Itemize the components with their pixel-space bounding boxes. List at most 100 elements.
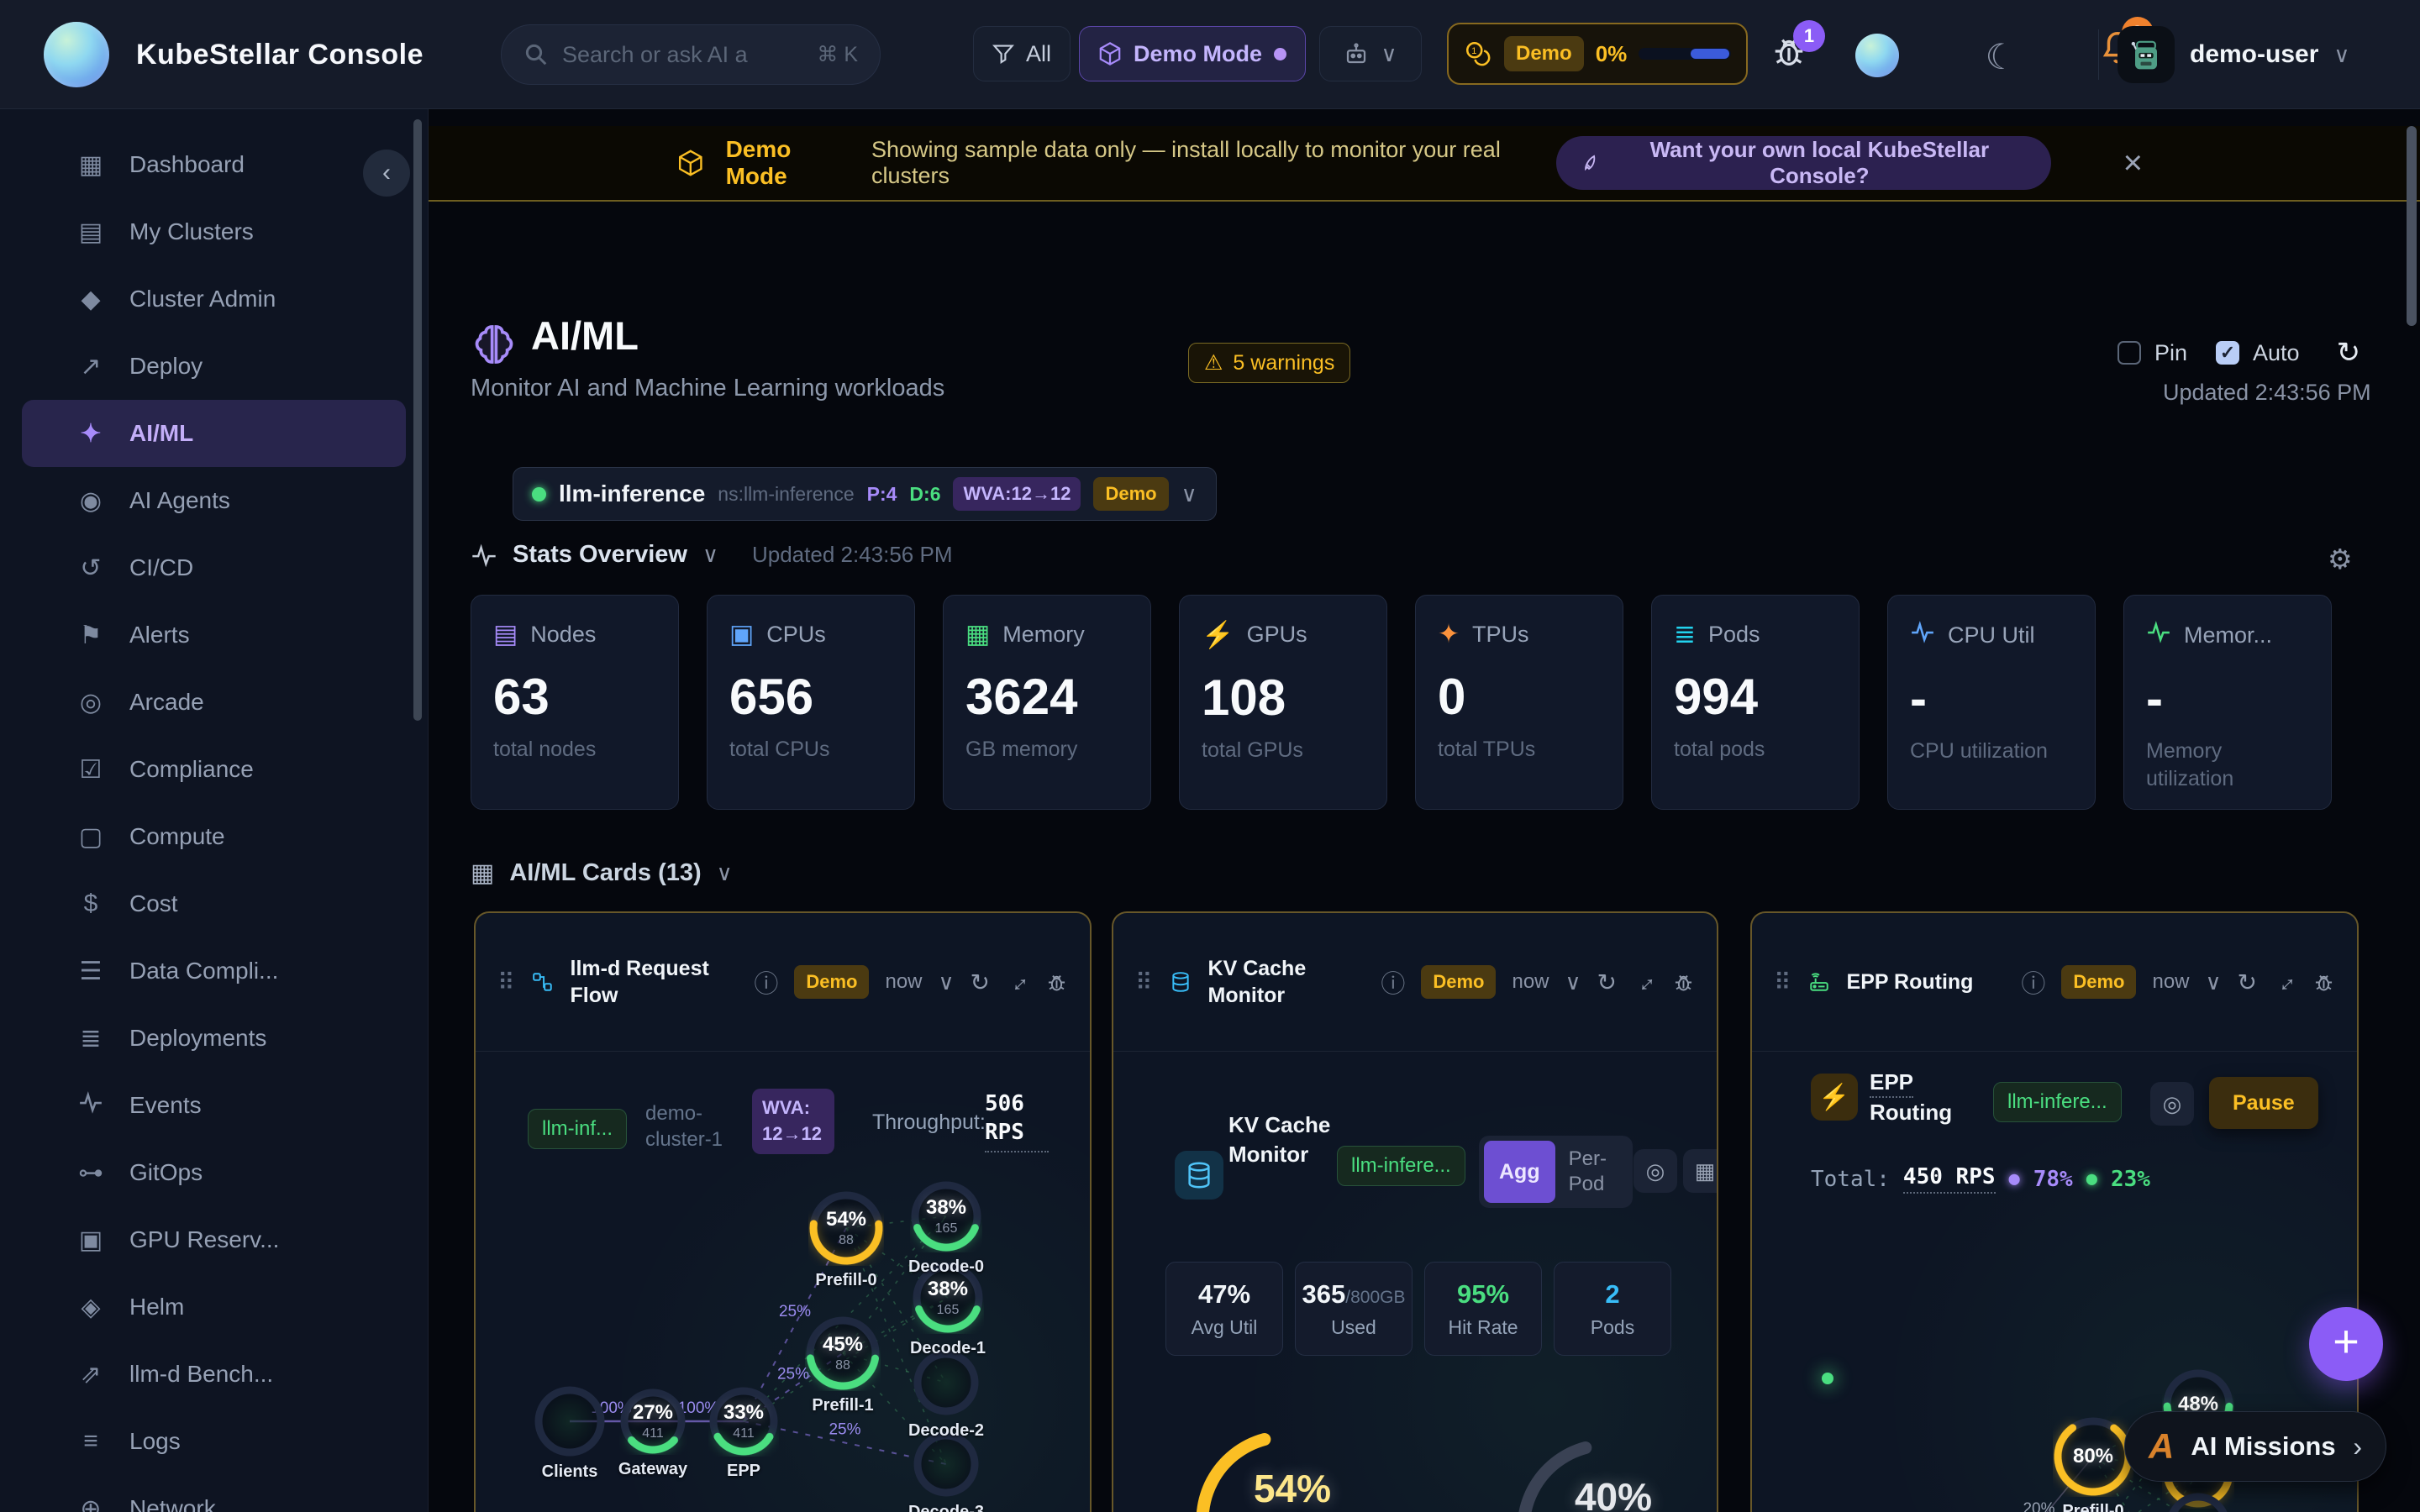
sidebar-item-llm-d-bench[interactable]: ⇗ llm-d Bench...	[22, 1341, 406, 1408]
time-range-select[interactable]: now	[885, 970, 923, 993]
sidebar-nav: ▦ Dashboard ▤ My Clusters ◆ Cluster Admin ↗ Dep…	[0, 109, 428, 1512]
sidebar-item-label: AI/ML	[129, 420, 194, 446]
demo-mode-label: Demo Mode	[1134, 40, 1263, 66]
sidebar-item-alerts[interactable]: ⚑ Alerts	[22, 601, 406, 669]
node-percent: 33%	[723, 1401, 765, 1424]
stat-cards-row: ▤ Nodes 63 total nodes ▣ CPUs 656 total CPUs ▦ Me…	[471, 595, 2332, 810]
info-icon[interactable]: ⓘ	[754, 971, 779, 998]
workload-selector[interactable]: llm-inference ns:llm-inference P:4 D:6 W…	[513, 467, 1217, 521]
info-icon[interactable]: ⓘ	[1381, 971, 1406, 998]
filter-all-button[interactable]: All	[973, 26, 1071, 81]
agent-mode-select[interactable]: ∨	[1319, 26, 1422, 81]
target-view-button[interactable]: ◎	[2150, 1082, 2194, 1126]
refresh-icon[interactable]: ↻	[1597, 969, 1617, 995]
sidebar-item-label: Arcade	[129, 689, 204, 715]
sidebar-item-arcade[interactable]: ◎ Arcade	[22, 669, 406, 736]
my-clusters-icon: ▤	[78, 218, 103, 246]
stat-label: Memor...	[2184, 622, 2273, 648]
user-menu[interactable]: demo-user ∨	[2118, 24, 2349, 86]
sidebar-item-my-clusters[interactable]: ▤ My Clusters	[22, 198, 406, 265]
stat-value: 3624	[965, 669, 1078, 725]
drag-handle[interactable]: ⠿	[1774, 969, 1791, 995]
toggle-per-pod[interactable]: Per-Pod	[1568, 1147, 1607, 1195]
drag-handle[interactable]: ⠿	[497, 969, 515, 995]
theme-toggle-button[interactable]: ☾	[1985, 36, 2017, 77]
kubestellar-ball-icon[interactable]	[1855, 34, 1899, 77]
page-subtitle: Monitor AI and Machine Learning workload…	[471, 375, 945, 402]
refresh-icon[interactable]: ↻	[970, 969, 990, 995]
sidebar-item-cost[interactable]: $ Cost	[22, 870, 406, 937]
sidebar-item-deploy[interactable]: ↗ Deploy	[22, 333, 406, 400]
sidebar-item-helm[interactable]: ◈ Helm	[22, 1273, 406, 1341]
sidebar-item-gitops[interactable]: ⊶ GitOps	[22, 1139, 406, 1206]
sidebar-item-label: GPU Reserv...	[129, 1226, 280, 1252]
sidebar-collapse-button[interactable]: ‹	[363, 150, 410, 197]
target-view-button[interactable]: ◎	[1634, 1149, 1677, 1193]
debug-icon[interactable]	[1045, 971, 1068, 994]
grid-view-button[interactable]: ▦	[1683, 1149, 1717, 1193]
sidebar-item-ai-ml[interactable]: ✦ AI/ML	[22, 400, 406, 467]
deploy-icon: ↗	[80, 352, 102, 381]
sidebar-item-events[interactable]: Events	[22, 1072, 406, 1139]
demo-mode-button[interactable]: Demo Mode	[1079, 26, 1307, 81]
chevron-down-icon[interactable]: ∨	[2205, 969, 2222, 995]
banner-cta-label: Want your own local KubeStellar Console?	[1649, 137, 1990, 188]
sidebar-item-cluster-admin[interactable]: ◆ Cluster Admin	[22, 265, 406, 333]
time-range-select[interactable]: now	[1512, 970, 1549, 993]
demo-usage-pill[interactable]: 1 Demo 0%	[1447, 23, 1748, 85]
sidebar-item-deployments[interactable]: ≣ Deployments	[22, 1005, 406, 1072]
pin-checkbox[interactable]	[2118, 341, 2141, 365]
sidebar-item-gpu-reserv[interactable]: ▣ GPU Reserv...	[22, 1206, 406, 1273]
sidebar-item-data-compli[interactable]: ☰ Data Compli...	[22, 937, 406, 1005]
sidebar-item-ci-cd[interactable]: ↺ CI/CD	[22, 534, 406, 601]
gear-icon: ⚙	[2328, 543, 2353, 575]
updated-timestamp: Updated 2:43:56 PM	[2163, 380, 2371, 405]
graph-node-decode-1: 38% 165	[912, 1262, 984, 1334]
sidebar-item-compute[interactable]: ▢ Compute	[22, 803, 406, 870]
sidebar-scrollbar[interactable]	[413, 119, 422, 721]
add-card-button[interactable]: +	[2309, 1307, 2383, 1381]
debug-icon[interactable]	[2312, 971, 2335, 994]
total-value: 450 RPS	[1902, 1164, 1996, 1194]
sidebar-item-network[interactable]: ⊕ Network	[22, 1475, 406, 1512]
refresh-icon: ↻	[2336, 337, 2361, 369]
toggle-agg[interactable]: Agg	[1484, 1141, 1555, 1203]
expand-icon[interactable]: ↔	[2266, 963, 2302, 1000]
chevron-down-icon[interactable]: ∨	[1565, 969, 1581, 995]
workload-pill: llm-inf...	[528, 1109, 627, 1149]
search-box[interactable]: ⌘ K	[501, 24, 881, 85]
node-label: Gateway	[618, 1460, 688, 1478]
settings-button[interactable]: ⚙	[2328, 543, 2353, 575]
coins-icon: 1	[1465, 41, 1491, 66]
refresh-icon[interactable]: ↻	[2237, 969, 2257, 995]
node-count: 88	[835, 1358, 850, 1373]
demo-badge: Demo	[2061, 965, 2137, 999]
banner-close-button[interactable]: ×	[2123, 144, 2143, 182]
expand-icon[interactable]: ↔	[999, 963, 1035, 1000]
drag-handle[interactable]: ⠿	[1135, 969, 1153, 995]
banner-cta-button[interactable]: Want your own local KubeStellar Console?	[1555, 136, 2051, 190]
topbar-divider	[2098, 29, 2099, 80]
sidebar-item-dashboard[interactable]: ▦ Dashboard	[22, 131, 406, 198]
expand-icon[interactable]: ↔	[1626, 963, 1662, 1000]
ai-missions-button[interactable]: A AI Missions ›	[2124, 1411, 2386, 1482]
debug-report-button[interactable]: 1	[1770, 20, 1825, 73]
sidebar-item-logs[interactable]: ≡ Logs	[22, 1408, 406, 1475]
pause-button[interactable]: Pause	[2209, 1077, 2318, 1129]
info-icon[interactable]: ⓘ	[2021, 971, 2046, 998]
debug-icon[interactable]	[1672, 971, 1695, 994]
chevron-down-icon[interactable]: ∨	[702, 542, 718, 567]
warnings-badge[interactable]: ⚠ 5 warnings	[1188, 343, 1351, 383]
time-range-select[interactable]: now	[2152, 970, 2190, 993]
sidebar-item-ai-agents[interactable]: ◉ AI Agents	[22, 467, 406, 534]
chevron-down-icon[interactable]: ∨	[938, 969, 955, 995]
sidebar-item-compliance[interactable]: ☑ Compliance	[22, 736, 406, 803]
plus-icon: +	[2333, 1316, 2360, 1367]
page-scrollbar[interactable]	[2407, 126, 2417, 326]
chevron-down-icon[interactable]: ∨	[716, 860, 733, 885]
stat-card-cpus: ▣ CPUs 656 total CPUs	[707, 595, 915, 810]
refresh-button[interactable]: ↻	[2337, 336, 2361, 370]
auto-checkbox[interactable]: ✓	[2216, 341, 2240, 365]
pin-label: Pin	[2154, 339, 2188, 365]
search-input[interactable]	[562, 41, 804, 68]
